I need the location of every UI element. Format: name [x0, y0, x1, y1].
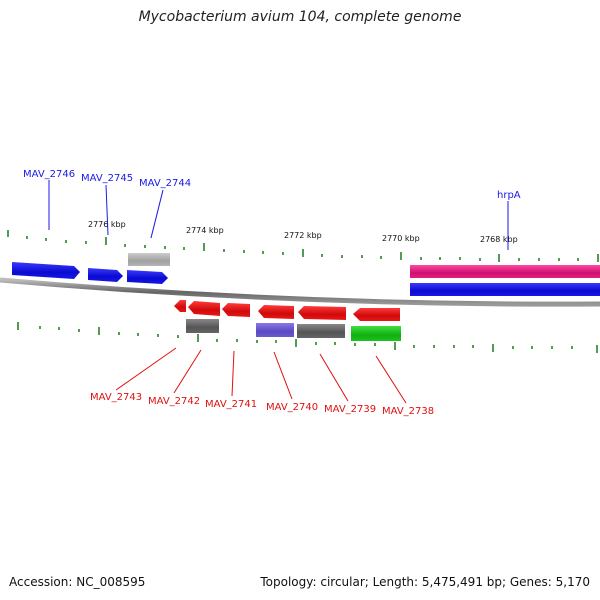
feature-gray-1[interactable] [186, 319, 219, 333]
gene-mav2744[interactable] [127, 270, 168, 284]
scale-label-2768: 2768 kbp [480, 235, 518, 244]
gene-mav2741[interactable] [222, 303, 250, 317]
gene-hrpa[interactable] [410, 283, 600, 296]
label-mav2742[interactable]: MAV_2742 [148, 396, 200, 407]
gene-mav2745[interactable] [88, 268, 123, 282]
genome-backbone [0, 277, 600, 307]
feature-green[interactable] [351, 326, 401, 341]
genome-summary-text: Topology: circular; Length: 5,475,491 bp… [260, 575, 590, 589]
label-mav2746[interactable]: MAV_2746 [23, 169, 75, 180]
bottom-leader-lines [115, 347, 407, 404]
label-mav2744[interactable]: MAV_2744 [139, 178, 191, 189]
scale-label-2772: 2772 kbp [284, 231, 322, 240]
label-mav2739[interactable]: MAV_2739 [324, 404, 376, 415]
label-mav2740[interactable]: MAV_2740 [266, 402, 318, 413]
label-mav2743[interactable]: MAV_2743 [90, 392, 142, 403]
label-mav2745[interactable]: MAV_2745 [81, 173, 133, 184]
top-scale-ticks [7, 230, 599, 262]
gene-mav2740[interactable] [258, 305, 294, 319]
scale-label-2770: 2770 kbp [382, 234, 420, 243]
label-mav2738[interactable]: MAV_2738 [382, 406, 434, 417]
gene-mav2744-alt[interactable] [128, 253, 170, 266]
gene-mav2743[interactable] [174, 300, 186, 312]
label-hrpa[interactable]: hrpA [497, 190, 521, 201]
gene-mav2742[interactable] [188, 301, 220, 316]
scale-label-2776: 2776 kbp [88, 220, 126, 229]
gene-mav2739[interactable] [298, 306, 346, 320]
feature-purple[interactable] [256, 323, 294, 337]
scale-label-2774: 2774 kbp [186, 226, 224, 235]
gene-hrpa-track[interactable] [410, 265, 600, 278]
top-leader-lines [48, 180, 509, 250]
gene-mav2738[interactable] [353, 308, 400, 321]
map-title: Mycobacterium avium 104, complete genome [138, 9, 462, 25]
label-mav2741[interactable]: MAV_2741 [205, 399, 257, 410]
gene-mav2746[interactable] [12, 262, 80, 279]
feature-gray-2[interactable] [297, 324, 345, 338]
accession-text: Accession: NC_008595 [9, 575, 146, 589]
bottom-scale-ticks [17, 322, 598, 353]
